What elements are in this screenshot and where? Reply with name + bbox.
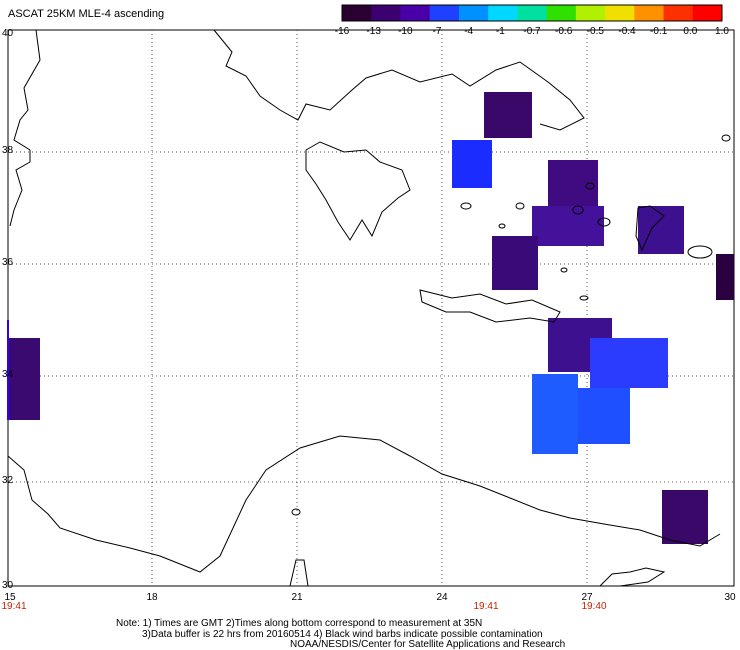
data-cell xyxy=(532,374,578,454)
colorbar-swatch xyxy=(663,5,694,21)
data-cell xyxy=(492,236,538,290)
colorbar-swatch xyxy=(488,5,518,21)
colorbar-swatch xyxy=(371,5,401,21)
colorbar-tick-label: -7 xyxy=(432,26,442,37)
data-cell xyxy=(532,206,604,246)
note-line-3: NOAA/NESDIS/Center for Satellite Applica… xyxy=(290,639,566,650)
data-cell xyxy=(638,206,684,254)
colorbar-swatches xyxy=(341,4,723,22)
lat-label: 36 xyxy=(2,257,14,268)
colorbar-swatch xyxy=(575,5,606,21)
lon-label: 30 xyxy=(724,592,736,603)
time-label: 19:41 xyxy=(473,601,499,612)
colorbar-swatch xyxy=(546,5,577,21)
colorbar-swatch xyxy=(458,5,489,21)
coastlines xyxy=(7,29,721,587)
colorbar-tick-label: -1 xyxy=(495,26,505,37)
lon-label: 27 xyxy=(581,592,593,603)
data-cell xyxy=(716,254,734,300)
data-cell xyxy=(578,388,630,444)
lon-label: 24 xyxy=(436,592,448,603)
time-label: 19:41 xyxy=(1,601,27,612)
colorbar-tick-label: -10 xyxy=(398,26,413,37)
data-cell xyxy=(662,490,708,544)
lon-gridlines xyxy=(151,30,588,586)
colorbar-swatch xyxy=(605,5,635,21)
colorbar-swatch xyxy=(634,5,665,21)
data-cell xyxy=(548,160,598,208)
colorbar-swatch xyxy=(517,5,548,21)
map-frame xyxy=(7,29,735,587)
colorbar-swatch xyxy=(692,5,723,21)
colorbar-tick-label: -16 xyxy=(334,26,350,37)
islands xyxy=(291,134,731,516)
wind-data-cells xyxy=(8,92,734,544)
data-cell xyxy=(590,338,668,388)
colorbar-tick-label: 0.0 xyxy=(683,26,698,37)
colorbar-tick-label: -0.7 xyxy=(523,26,541,37)
lat-label: 38 xyxy=(2,145,14,156)
lon-label: 18 xyxy=(146,592,158,603)
lat-label: 40 xyxy=(2,28,14,39)
lat-label: 34 xyxy=(2,369,14,380)
colorbar-swatch xyxy=(342,5,372,21)
colorbar-tick-label: -4 xyxy=(464,26,474,37)
colorbar-frame xyxy=(341,4,723,22)
note-line-1: Note: 1) Times are GMT 2)Times along bot… xyxy=(116,618,483,629)
data-cell xyxy=(8,338,40,420)
note-line-2: 3)Data buffer is 22 hrs from 20160514 4)… xyxy=(142,629,543,640)
colorbar xyxy=(341,4,723,22)
colorbar-tick-label: -0.5 xyxy=(586,26,604,37)
colorbar-tick-label: -13 xyxy=(366,26,381,37)
data-cell xyxy=(484,92,532,138)
lat-label: 32 xyxy=(2,475,14,486)
colorbar-tick-label: -0.6 xyxy=(555,26,573,37)
colorbar-swatch xyxy=(429,5,460,21)
data-cell xyxy=(452,140,492,188)
colorbar-swatch xyxy=(400,5,431,21)
lon-label: 21 xyxy=(291,592,303,603)
map-title: ASCAT 25KM MLE-4 ascending xyxy=(8,8,165,20)
colorbar-tick-label: -0.4 xyxy=(618,26,636,37)
lat-label: 30 xyxy=(2,580,14,591)
time-label: 19:40 xyxy=(581,601,607,612)
colorbar-tick-label: -0.1 xyxy=(650,26,668,37)
colorbar-tick-label: 1.0 xyxy=(715,26,729,37)
lon-label: 15 xyxy=(4,592,16,603)
